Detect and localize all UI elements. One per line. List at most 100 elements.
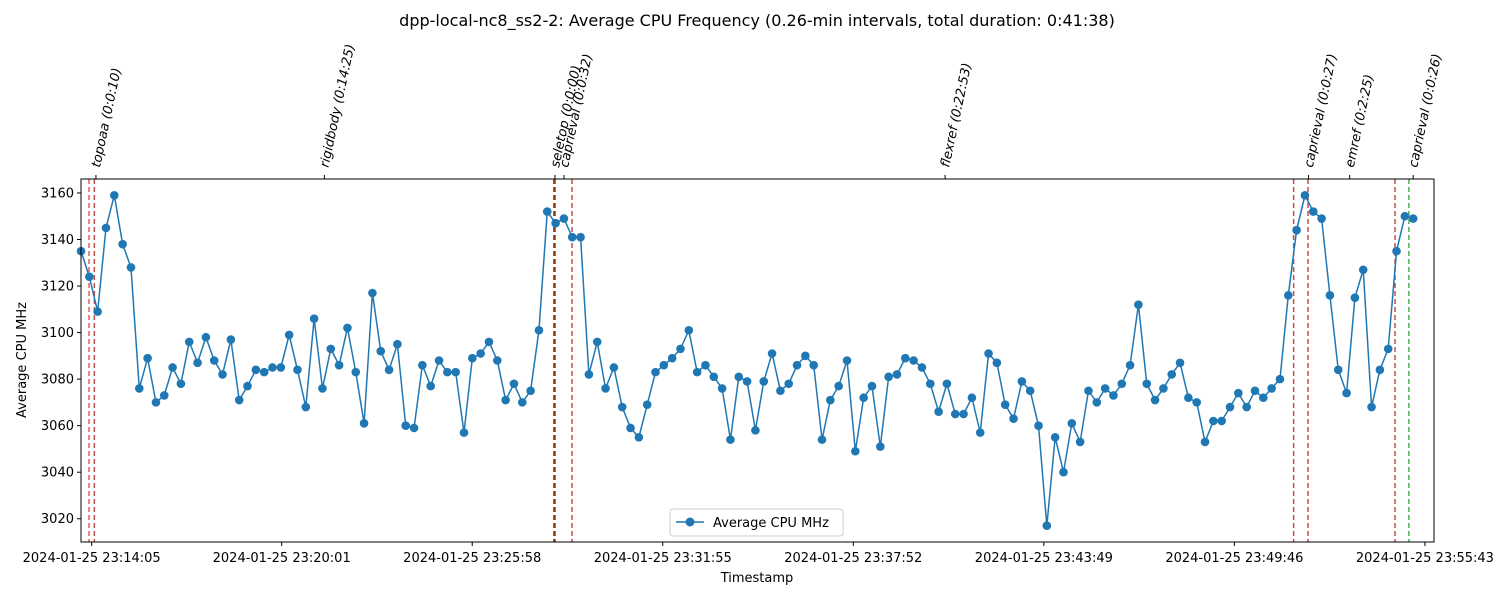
data-point bbox=[734, 372, 744, 382]
data-point bbox=[1317, 214, 1326, 223]
data-point bbox=[917, 363, 927, 372]
data-point bbox=[1184, 393, 1193, 403]
data-point bbox=[126, 263, 136, 272]
data-point bbox=[1092, 398, 1102, 407]
phase-label: topoaa (0:0:10) bbox=[89, 67, 125, 169]
phase-label: caprieval (0:0:27) bbox=[1302, 53, 1341, 169]
data-point bbox=[368, 288, 377, 298]
data-point bbox=[876, 442, 885, 451]
data-point bbox=[384, 365, 394, 375]
data-point bbox=[501, 395, 510, 405]
data-point bbox=[1009, 414, 1018, 423]
y-axis: 3020 3040 3060 3080 3100 3120 3140 3160 bbox=[41, 186, 81, 527]
series-line bbox=[80, 193, 1414, 526]
data-point bbox=[1134, 300, 1143, 309]
data-point bbox=[726, 435, 735, 444]
data-point bbox=[110, 190, 119, 200]
legend-box bbox=[669, 508, 844, 537]
data-point bbox=[1242, 402, 1251, 412]
data-point bbox=[767, 349, 777, 358]
x-axis-label: Timestamp bbox=[720, 571, 794, 586]
data-point bbox=[992, 358, 1002, 368]
data-point bbox=[1175, 358, 1185, 368]
data-point bbox=[809, 360, 818, 370]
data-point bbox=[143, 353, 152, 363]
data-point bbox=[1200, 437, 1210, 447]
data-point bbox=[1358, 265, 1368, 275]
legend: Average CPU MHz bbox=[669, 508, 844, 537]
data-point bbox=[1408, 214, 1418, 223]
data-point bbox=[1225, 402, 1235, 412]
data-point bbox=[451, 367, 460, 377]
data-point bbox=[1383, 344, 1393, 354]
data-point bbox=[1209, 416, 1218, 426]
data-point bbox=[759, 377, 769, 386]
data-point bbox=[393, 339, 402, 349]
data-point bbox=[642, 400, 652, 410]
phase-label: emref (0:2:25) bbox=[1343, 73, 1377, 169]
y-tick-label: 3040 bbox=[41, 466, 74, 481]
data-point bbox=[1117, 379, 1127, 389]
chart-title: dpp-local-nc8_ss2-2: Average CPU Frequen… bbox=[399, 11, 1115, 31]
data-point bbox=[1075, 437, 1085, 447]
data-point bbox=[443, 367, 452, 377]
data-point bbox=[459, 428, 469, 437]
data-point bbox=[701, 360, 710, 370]
data-point bbox=[984, 349, 993, 358]
data-point bbox=[867, 381, 877, 391]
data-point bbox=[1392, 246, 1401, 256]
data-point bbox=[1067, 419, 1077, 428]
data-point bbox=[1333, 365, 1343, 375]
data-point bbox=[293, 365, 302, 375]
data-point bbox=[209, 356, 219, 365]
data-point bbox=[925, 379, 935, 389]
data-point bbox=[826, 395, 835, 405]
data-point bbox=[334, 360, 344, 370]
series-average-cpu-mhz bbox=[76, 190, 1418, 531]
data-point bbox=[517, 398, 527, 407]
data-point bbox=[942, 379, 952, 389]
data-point bbox=[193, 358, 202, 368]
plot-frame bbox=[80, 178, 1435, 543]
data-point bbox=[692, 367, 702, 377]
data-point bbox=[1375, 365, 1385, 375]
data-point bbox=[892, 370, 902, 379]
data-point bbox=[1042, 521, 1052, 531]
data-point bbox=[118, 239, 127, 249]
data-point bbox=[85, 272, 94, 282]
phase-ticks bbox=[95, 175, 1414, 179]
data-point bbox=[426, 381, 436, 391]
data-point bbox=[326, 344, 336, 354]
data-point bbox=[168, 363, 177, 372]
data-point bbox=[226, 335, 236, 344]
data-point bbox=[318, 384, 327, 393]
data-point bbox=[243, 381, 252, 391]
data-point bbox=[1159, 384, 1168, 393]
y-axis-label: Average CPU MHz bbox=[15, 302, 30, 418]
data-point bbox=[184, 337, 194, 347]
data-point bbox=[1125, 360, 1135, 370]
data-point bbox=[1142, 379, 1152, 389]
data-point bbox=[284, 330, 294, 340]
data-point bbox=[1059, 467, 1068, 477]
data-point bbox=[309, 314, 319, 323]
x-tick-label: 2024-01-25 23:20:01 bbox=[213, 551, 351, 566]
x-axis: 2024-01-25 23:14:05 2024-01-25 23:20:01 20… bbox=[23, 542, 1494, 566]
data-point bbox=[1150, 395, 1160, 405]
data-point bbox=[792, 360, 802, 370]
data-point bbox=[484, 337, 494, 347]
data-point bbox=[1192, 398, 1201, 407]
data-point bbox=[1017, 377, 1027, 386]
data-point bbox=[151, 398, 161, 407]
data-point bbox=[626, 423, 635, 433]
data-point bbox=[134, 384, 144, 393]
data-point bbox=[1267, 384, 1276, 393]
data-point bbox=[784, 379, 794, 389]
legend-marker bbox=[685, 517, 695, 527]
data-point bbox=[567, 232, 577, 242]
data-point bbox=[551, 218, 560, 228]
data-point bbox=[859, 393, 868, 403]
x-tick-label: 2024-01-25 23:37:52 bbox=[784, 551, 922, 566]
data-point bbox=[1283, 291, 1293, 300]
data-point bbox=[584, 370, 594, 379]
